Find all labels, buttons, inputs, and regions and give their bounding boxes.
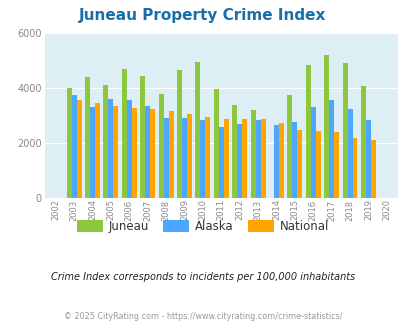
Text: Crime Index corresponds to incidents per 100,000 inhabitants: Crime Index corresponds to incidents per… [51, 272, 354, 282]
Bar [333, 132, 338, 198]
Bar [181, 118, 186, 198]
Bar [168, 112, 173, 198]
Bar [315, 131, 320, 198]
Bar [365, 120, 370, 198]
Bar [85, 77, 90, 198]
Bar [370, 140, 375, 198]
Bar [223, 119, 228, 198]
Bar [145, 106, 150, 198]
Bar [218, 126, 223, 198]
Bar [150, 109, 155, 198]
Bar [324, 55, 328, 198]
Bar [255, 120, 260, 198]
Bar [360, 86, 365, 198]
Bar [200, 120, 205, 198]
Bar [71, 95, 77, 198]
Bar [177, 70, 181, 198]
Bar [292, 122, 296, 198]
Bar [77, 100, 81, 198]
Text: Juneau Property Crime Index: Juneau Property Crime Index [79, 8, 326, 23]
Bar [287, 95, 292, 198]
Bar [342, 63, 347, 198]
Bar [126, 100, 132, 198]
Bar [140, 76, 145, 198]
Bar [278, 123, 283, 198]
Bar [305, 65, 310, 198]
Bar [195, 62, 200, 198]
Bar [66, 88, 71, 198]
Bar [186, 115, 192, 198]
Bar [90, 107, 95, 198]
Bar [213, 89, 218, 198]
Bar [103, 85, 108, 198]
Bar [250, 110, 255, 198]
Bar [113, 106, 118, 198]
Bar [310, 107, 315, 198]
Bar [163, 118, 168, 198]
Bar [158, 93, 163, 198]
Bar [232, 105, 237, 198]
Legend: Juneau, Alaska, National: Juneau, Alaska, National [73, 216, 332, 237]
Bar [132, 108, 136, 198]
Text: © 2025 CityRating.com - https://www.cityrating.com/crime-statistics/: © 2025 CityRating.com - https://www.city… [64, 312, 341, 321]
Bar [95, 103, 100, 198]
Bar [273, 125, 278, 198]
Bar [122, 69, 126, 198]
Bar [241, 119, 247, 198]
Bar [328, 100, 333, 198]
Bar [108, 99, 113, 198]
Bar [347, 109, 352, 198]
Bar [352, 138, 357, 198]
Bar [237, 124, 241, 198]
Bar [296, 130, 302, 198]
Bar [260, 119, 265, 198]
Bar [205, 117, 210, 198]
